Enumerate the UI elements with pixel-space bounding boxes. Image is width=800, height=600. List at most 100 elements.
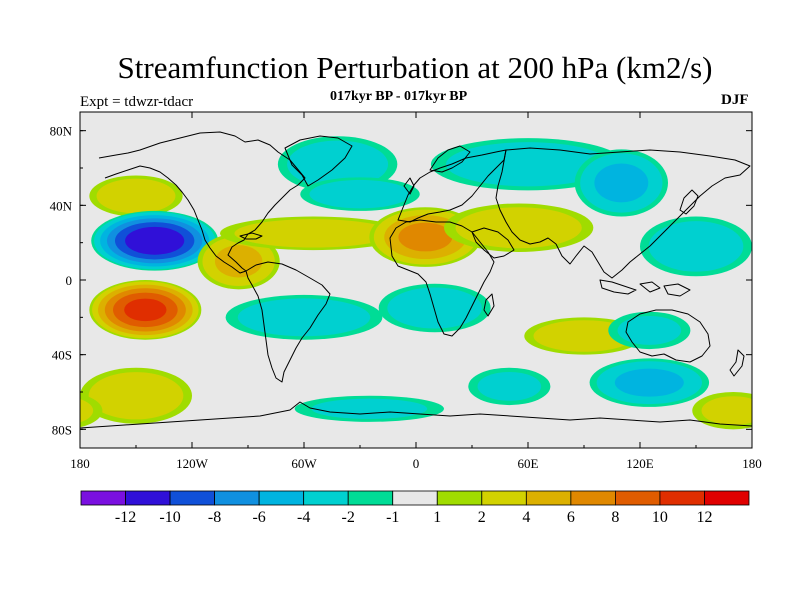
lat-tick-label: 0 bbox=[66, 273, 73, 288]
plot-subtitle: 017kyr BP - 017kyr BP bbox=[330, 89, 468, 104]
anomaly-positive bbox=[80, 394, 103, 428]
contour-band bbox=[124, 298, 167, 322]
lon-tick-label: 120E bbox=[626, 456, 654, 471]
coastline-indonesia bbox=[599, 279, 691, 297]
colorbar-label: 1 bbox=[433, 509, 441, 526]
contour-band bbox=[477, 371, 542, 401]
colorbar-swatch bbox=[392, 490, 438, 506]
colorbar-swatch bbox=[258, 490, 305, 506]
lat-tick-label: 40S bbox=[52, 348, 72, 363]
anomaly-positive bbox=[444, 203, 594, 252]
anomaly-negative bbox=[378, 283, 491, 333]
coastlines bbox=[80, 131, 752, 429]
coastline-cuba bbox=[239, 232, 263, 240]
coastline-greenland bbox=[284, 135, 353, 187]
anomaly-positive bbox=[89, 175, 183, 217]
contour-band bbox=[311, 398, 428, 419]
lon-tick-label: 60W bbox=[291, 456, 317, 471]
anomaly-negative bbox=[640, 216, 752, 277]
coastline-scandinavia bbox=[429, 145, 471, 173]
colorbar-label: 2 bbox=[478, 509, 486, 526]
lon-tick-label: 60E bbox=[518, 456, 539, 471]
colorbar-label: 12 bbox=[696, 509, 712, 526]
colorbar-swatch bbox=[80, 490, 126, 506]
colorbar-swatch bbox=[436, 490, 483, 506]
anomaly-negative bbox=[91, 210, 219, 271]
anomaly-negative bbox=[294, 395, 444, 422]
contour-band bbox=[398, 222, 453, 252]
colorbar-label: -8 bbox=[208, 509, 221, 526]
contour-band bbox=[387, 287, 482, 329]
coastline-arabia bbox=[471, 227, 515, 259]
colorbar-label: -6 bbox=[252, 509, 265, 526]
contour-band bbox=[237, 298, 371, 337]
contour-band bbox=[309, 179, 411, 209]
colorbar-label: -12 bbox=[115, 509, 136, 526]
anomaly-negative bbox=[589, 358, 710, 407]
coastline-antarctica bbox=[80, 401, 752, 429]
lon-tick-label: 180 bbox=[742, 456, 762, 471]
coastline-japan bbox=[679, 189, 699, 215]
contour-band bbox=[614, 368, 684, 397]
coastline-new-zealand bbox=[729, 349, 745, 377]
contour-band bbox=[214, 245, 263, 278]
colorbar-label: -4 bbox=[297, 509, 310, 526]
anomaly-positive bbox=[89, 280, 202, 340]
colorbar-swatch bbox=[347, 490, 394, 506]
contour-band bbox=[234, 219, 393, 248]
coastline-asia bbox=[495, 147, 751, 279]
colorbar-swatch bbox=[525, 490, 572, 506]
colorbar-label: -2 bbox=[342, 509, 355, 526]
anomaly-positive bbox=[197, 233, 280, 290]
lon-tick-label: 180 bbox=[70, 456, 90, 471]
lat-tick-label: 40N bbox=[50, 198, 73, 213]
axes: 180 120W 60W 0 60E 120E 180 80N 40N 0 40S 80S bbox=[50, 112, 762, 471]
colorbar: -12 -10 -8 -6 -4 -2 -1 1 2 4 6 8 10 12 bbox=[80, 490, 750, 526]
coastline-australia bbox=[625, 309, 711, 363]
experiment-label: Expt = tdwzr-tdacr bbox=[80, 94, 194, 110]
contour-band bbox=[455, 207, 582, 249]
coastline-north-america bbox=[98, 131, 306, 274]
anomaly-negative bbox=[430, 138, 626, 191]
anomaly-negative bbox=[468, 367, 551, 406]
lat-tick-label: 80S bbox=[52, 422, 72, 437]
colorbar-swatch bbox=[615, 490, 661, 506]
season-label: DJF bbox=[721, 92, 749, 108]
lon-tick-label: 0 bbox=[413, 456, 420, 471]
coastline-south-america bbox=[245, 261, 331, 383]
lon-tick-label: 120W bbox=[176, 456, 209, 471]
anomaly-positive bbox=[692, 392, 752, 430]
coastline-madagascar bbox=[483, 293, 495, 317]
contour-band bbox=[80, 398, 94, 423]
contour-band bbox=[617, 315, 682, 345]
coastline-africa bbox=[389, 219, 495, 337]
anomaly-positive bbox=[80, 367, 192, 424]
colorbar-label: 10 bbox=[652, 509, 668, 526]
colorbar-swatch bbox=[169, 490, 215, 506]
anomaly-negative bbox=[608, 311, 691, 350]
colorbar-swatch bbox=[214, 490, 260, 506]
contour-band bbox=[445, 142, 611, 187]
colorbar-label: -1 bbox=[386, 509, 399, 526]
colorbar-label: -10 bbox=[159, 509, 180, 526]
colorbar-swatch bbox=[659, 490, 705, 506]
colorbar-swatch bbox=[704, 490, 750, 506]
lat-tick-label: 80N bbox=[50, 124, 73, 139]
contour-band bbox=[701, 396, 752, 426]
contour-band bbox=[648, 221, 744, 272]
anomaly-negative bbox=[300, 177, 420, 211]
colorbar-swatch bbox=[303, 490, 349, 506]
anomaly-negative bbox=[574, 149, 668, 217]
contour-band bbox=[594, 163, 649, 203]
colorbar-label: 6 bbox=[567, 509, 575, 526]
colorbar-swatch bbox=[125, 490, 171, 506]
contour-band bbox=[88, 372, 184, 420]
colorbar-label: 8 bbox=[611, 509, 619, 526]
coastline-uk bbox=[403, 177, 415, 195]
colorbar-label: 4 bbox=[522, 509, 530, 526]
contour-band bbox=[96, 178, 176, 214]
anomaly-negative bbox=[225, 294, 383, 340]
contour-band bbox=[125, 226, 185, 255]
colorbar-swatch bbox=[481, 490, 527, 506]
